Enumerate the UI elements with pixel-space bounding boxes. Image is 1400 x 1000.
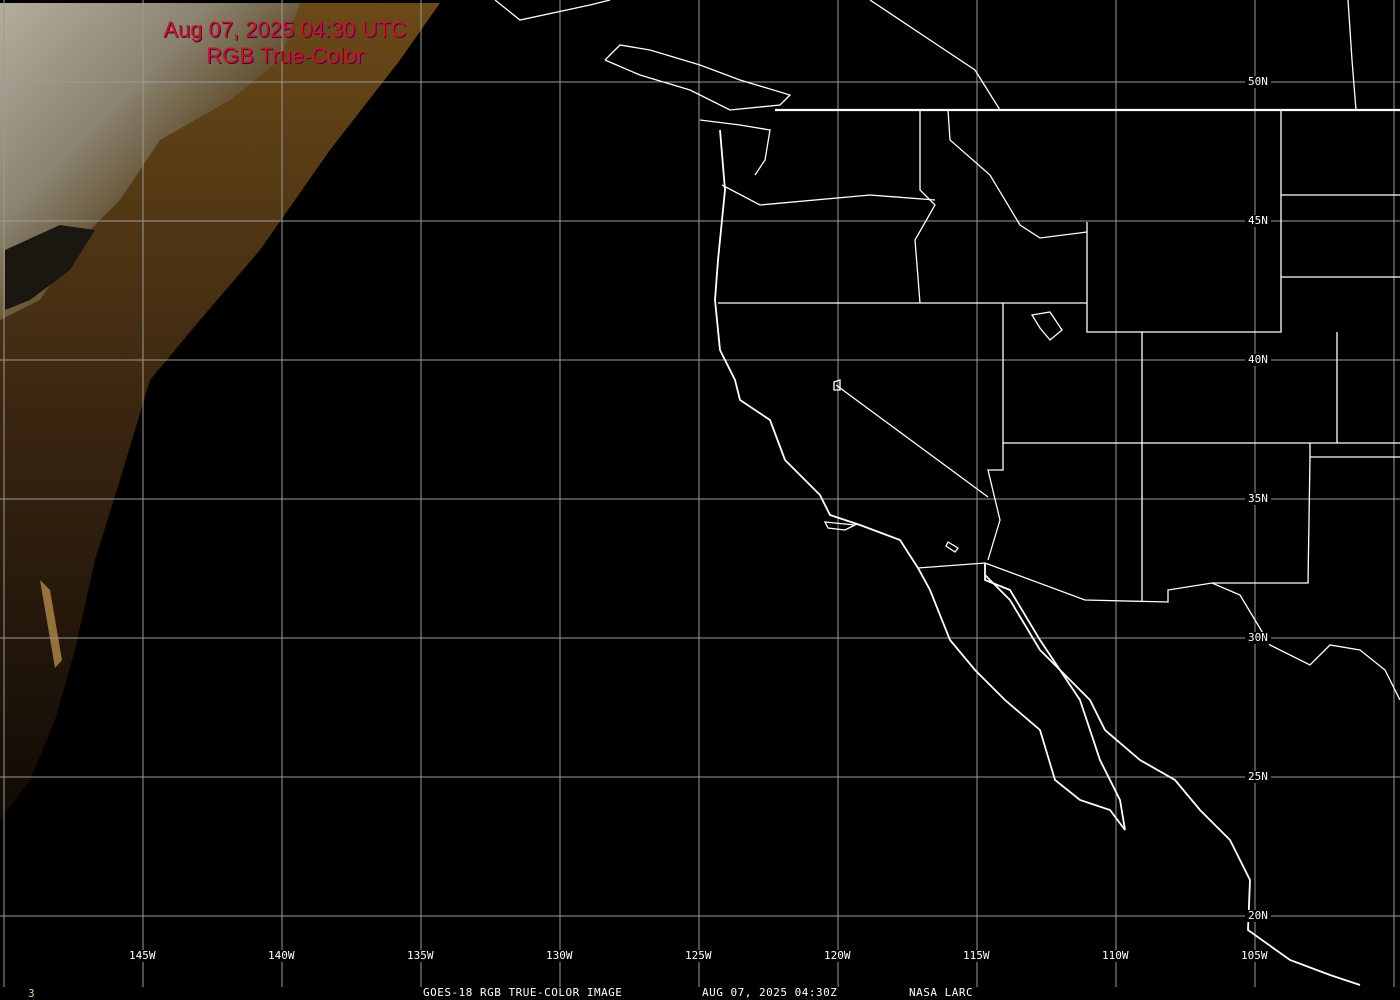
political-borders: [494, 0, 1400, 986]
longitude-label: 140W: [265, 950, 298, 962]
longitude-label: 115W: [960, 950, 993, 962]
latitude-label: 20N: [1245, 910, 1271, 922]
latitude-label: 30N: [1245, 632, 1271, 644]
bc-alberta-border: [869, 0, 1001, 111]
caption-datetime: AUG 07, 2025 04:30Z: [702, 986, 838, 999]
latitude-label: 45N: [1245, 215, 1271, 227]
longitude-label: 145W: [126, 950, 159, 962]
sask-manitoba-border: [1347, 0, 1357, 111]
longitude-label: 130W: [543, 950, 576, 962]
puget-sound: [699, 119, 771, 176]
ca-nv-diagonal: [835, 384, 989, 498]
bc-coast: [494, 0, 611, 21]
longitude-label: 135W: [404, 950, 437, 962]
nevada-east-border: [987, 303, 1004, 561]
frame-number: 3: [28, 987, 35, 1000]
latitude-label: 35N: [1245, 493, 1271, 505]
great-salt-lake: [1030, 311, 1063, 341]
latitude-label: 40N: [1245, 354, 1271, 366]
idaho-west-border: [914, 110, 936, 304]
latitude-label: 25N: [1245, 771, 1271, 783]
oklahoma-panhandle: [1309, 443, 1400, 458]
title-datetime: Aug 07, 2025 04:30 UTC: [163, 17, 407, 42]
wa-or-border: [721, 184, 936, 206]
latitude-label: 50N: [1245, 76, 1271, 88]
caption-product: GOES-18 RGB TRUE-COLOR IMAGE: [423, 986, 623, 999]
salton-sea: [945, 541, 959, 553]
longitude-label: 110W: [1099, 950, 1132, 962]
cloud-dark-patch: [5, 225, 95, 310]
caption-source: NASA LARC: [909, 986, 974, 999]
mexico-coastline: [984, 574, 1361, 986]
mexico-border: [917, 562, 1400, 701]
texas-nm-border: [1212, 456, 1311, 584]
smoke-streak: [40, 580, 62, 668]
longitude-label: 120W: [821, 950, 854, 962]
longitude-label: 105W: [1238, 950, 1271, 962]
idaho-montana-border: [947, 109, 1088, 239]
title-product: RGB True-Color: [206, 43, 364, 68]
channel-islands: [823, 521, 858, 531]
wyoming-border: [1086, 110, 1282, 333]
west-coastline: [714, 129, 1126, 831]
vancouver-island: [604, 44, 792, 111]
lake-tahoe: [833, 379, 841, 391]
longitude-label: 125W: [682, 950, 715, 962]
